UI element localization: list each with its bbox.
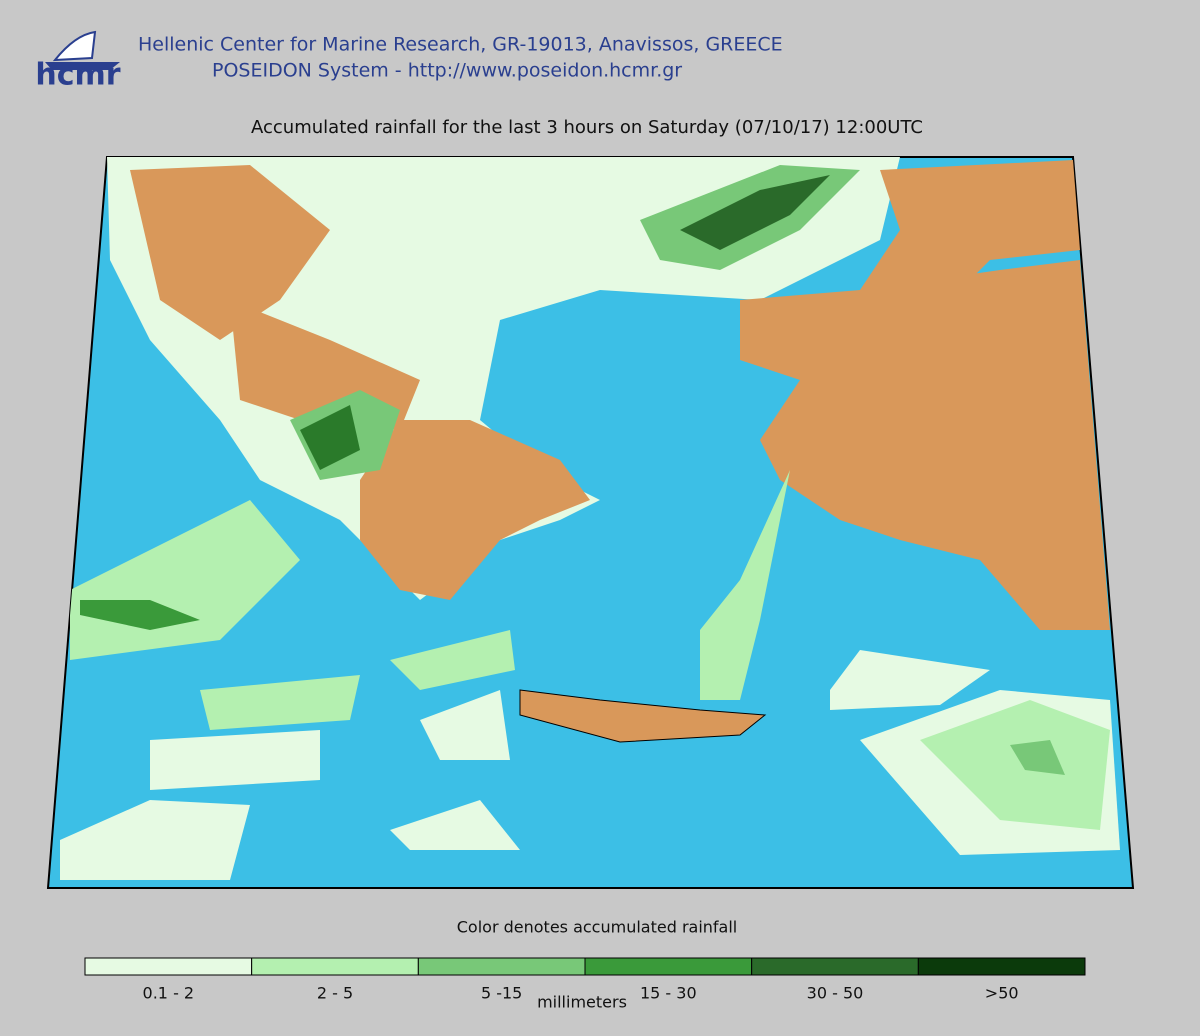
logo-text: hcmr xyxy=(35,58,120,93)
rain-area xyxy=(680,175,830,250)
rain-area xyxy=(830,650,990,710)
land xyxy=(519,689,767,743)
legend-unit: millimeters xyxy=(537,993,627,1012)
map xyxy=(46,156,1135,889)
rain-area xyxy=(420,690,510,760)
rain-area xyxy=(150,730,320,790)
land xyxy=(130,165,330,340)
header-line: POSEIDON System - http://www.poseidon.hc… xyxy=(212,60,682,82)
legend-swatch xyxy=(251,957,419,976)
land xyxy=(740,260,1110,630)
rain-area xyxy=(390,800,520,850)
rain-area xyxy=(80,600,200,630)
rain-area xyxy=(390,630,515,690)
legend-label: >50 xyxy=(985,984,1019,1003)
land-rain xyxy=(107,157,900,600)
rain-area xyxy=(60,800,250,880)
land xyxy=(360,420,590,600)
rain-area xyxy=(200,675,360,730)
legend-caption: Color denotes accumulated rainfall xyxy=(457,918,738,937)
legend-label: 30 - 50 xyxy=(807,984,864,1003)
legend-swatch xyxy=(417,957,586,976)
header-line: Hellenic Center for Marine Research, GR-… xyxy=(138,34,783,56)
legend-swatch xyxy=(84,957,253,976)
land xyxy=(860,160,1080,300)
rain-area xyxy=(300,405,360,470)
legend-swatch xyxy=(751,957,919,976)
legend-label: 5 -15 xyxy=(481,984,522,1003)
rain-area xyxy=(1010,740,1065,775)
legend-swatch xyxy=(584,957,753,976)
logo: hcmr xyxy=(35,30,121,93)
rain-area xyxy=(920,700,1110,830)
legend: 0.1 - 2 2 - 5 5 -15 15 - 30 30 - 50 >50 xyxy=(84,957,1086,1003)
legend-label: 0.1 - 2 xyxy=(143,984,195,1003)
map-title: Accumulated rainfall for the last 3 hour… xyxy=(251,117,923,138)
rain-area xyxy=(700,470,790,700)
legend-label: 15 - 30 xyxy=(640,984,697,1003)
legend-swatch xyxy=(917,957,1086,976)
legend-label: 2 - 5 xyxy=(317,984,353,1003)
